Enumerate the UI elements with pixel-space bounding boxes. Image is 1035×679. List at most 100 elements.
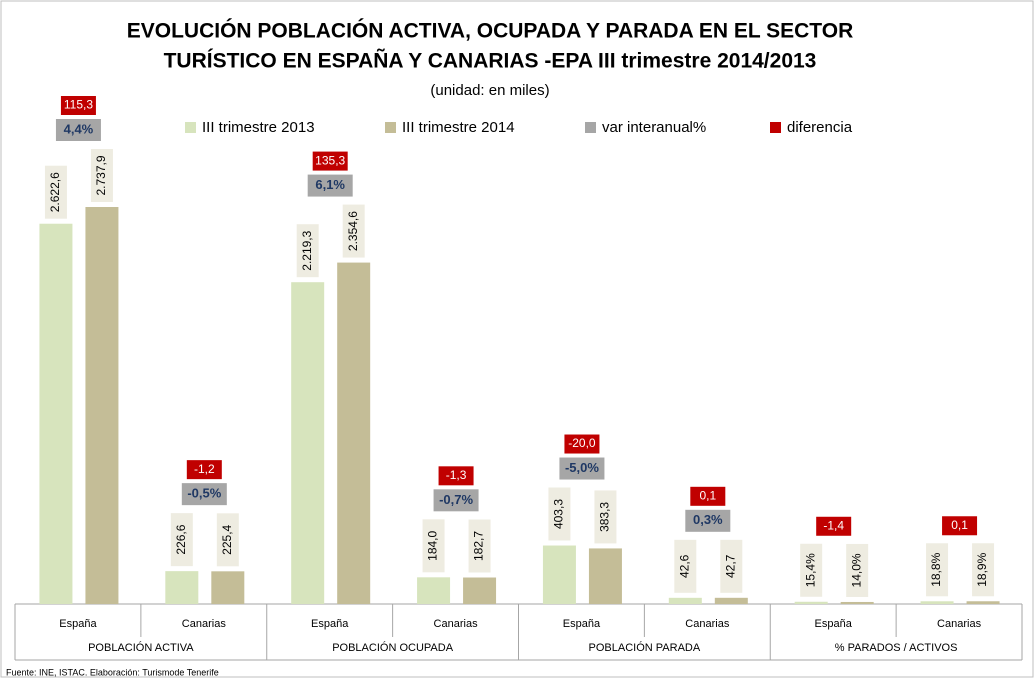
value-label-box	[170, 513, 193, 567]
legend-swatch	[585, 122, 596, 133]
bar	[211, 571, 245, 604]
value-label: 182,7	[472, 531, 486, 561]
value-label-box	[674, 539, 697, 593]
value-label-box	[548, 487, 571, 541]
bar	[291, 282, 325, 604]
bar	[417, 577, 451, 604]
var-label: -0,7%	[439, 492, 473, 507]
legend-swatch	[770, 122, 781, 133]
diff-label-box	[690, 486, 726, 506]
value-label-box	[846, 543, 869, 597]
value-label: 383,3	[598, 502, 612, 532]
value-label: 2.737,9	[94, 155, 108, 195]
diff-label-box	[942, 516, 978, 536]
var-label: 0,3%	[693, 512, 723, 527]
bar	[840, 601, 874, 604]
var-label-box	[307, 174, 353, 197]
diff-label-box	[564, 434, 600, 454]
legend-swatch	[185, 122, 196, 133]
value-label-box	[468, 519, 491, 573]
bar	[39, 223, 73, 604]
x-tick-label: España	[311, 618, 349, 630]
group-label: % PARADOS / ACTIVOS	[835, 642, 958, 654]
value-label-box	[720, 539, 743, 593]
bar	[337, 262, 371, 604]
value-label: 226,6	[174, 524, 188, 554]
value-label-box	[90, 149, 113, 202]
value-label: 2.622,6	[48, 172, 62, 212]
legend-label: var interanual%	[602, 119, 706, 136]
value-label-box	[594, 490, 617, 544]
x-tick-label: Canarias	[937, 618, 982, 630]
x-tick-label: España	[815, 618, 853, 630]
diff-label-box	[186, 460, 222, 480]
x-tick-label: España	[563, 618, 601, 630]
var-label: -5,0%	[565, 460, 599, 475]
bar	[920, 601, 954, 604]
diff-label: 0,1	[951, 518, 968, 532]
legend-swatch	[385, 122, 396, 133]
bar	[966, 601, 1000, 604]
bar	[542, 545, 576, 604]
value-label: 2.219,3	[300, 230, 314, 270]
x-tick-label: Canarias	[434, 618, 479, 630]
chart-subtitle: (unidad: en miles)	[430, 82, 549, 99]
diff-label: 115,3	[64, 98, 93, 112]
x-tick-label: España	[59, 618, 97, 630]
x-tick-label: Canarias	[685, 618, 730, 630]
legend-label: III trimestre 2013	[202, 119, 315, 136]
bar	[85, 207, 119, 604]
source: Fuente: INE, ISTAC. Elaboración: Turismo…	[6, 667, 219, 677]
value-label: 225,4	[220, 524, 234, 554]
diff-label: -1,4	[823, 518, 844, 532]
bar	[794, 601, 828, 604]
group-label: POBLACIÓN ACTIVA	[88, 641, 194, 654]
value-label-box	[342, 204, 365, 258]
value-label-box	[422, 519, 445, 573]
value-label-box	[972, 543, 995, 597]
value-label: 42,7	[723, 554, 737, 578]
value-label-box	[800, 543, 823, 597]
bar	[165, 571, 199, 604]
var-label-box	[685, 509, 731, 532]
group-label: POBLACIÓN OCUPADA	[332, 641, 453, 654]
value-label: 15,4%	[803, 553, 817, 587]
value-label: 18,9%	[975, 552, 989, 586]
value-label: 14,0%	[849, 553, 863, 587]
var-label: 4,4%	[64, 121, 94, 136]
diff-label: 0,1	[699, 488, 716, 502]
x-tick-label: Canarias	[182, 618, 227, 630]
chart-title: TURÍSTICO EN ESPAÑA Y CANARIAS -EPA III …	[164, 50, 817, 73]
value-label-box	[44, 165, 67, 219]
var-label: 6,1%	[315, 177, 345, 192]
diff-label-box	[60, 96, 96, 115]
diff-label-box	[438, 466, 474, 486]
value-label: 403,3	[552, 499, 566, 529]
bar	[463, 577, 497, 604]
value-label-box	[926, 543, 949, 597]
legend-label: diferencia	[787, 119, 853, 136]
var-label-box	[433, 489, 479, 512]
var-label-box	[55, 119, 101, 141]
diff-label: -1,2	[194, 462, 215, 476]
value-label-box	[296, 224, 319, 278]
bar	[588, 548, 622, 604]
value-label-box	[216, 513, 239, 567]
value-label: 2.354,6	[346, 211, 360, 251]
bar	[668, 597, 702, 604]
diff-label-box	[816, 516, 852, 536]
value-label: 184,0	[426, 530, 440, 560]
diff-label: -20,0	[568, 436, 596, 450]
bar	[714, 597, 748, 604]
var-label-box	[181, 483, 227, 506]
legend-label: III trimestre 2014	[402, 119, 515, 136]
diff-label: 135,3	[315, 153, 345, 167]
value-label: 42,6	[677, 554, 691, 578]
group-label: POBLACIÓN PARADA	[589, 641, 701, 654]
chart-title: EVOLUCIÓN POBLACIÓN ACTIVA, OCUPADA Y PA…	[127, 19, 854, 43]
var-label-box	[559, 457, 605, 480]
value-label: 18,8%	[929, 552, 943, 586]
diff-label: -1,3	[446, 468, 467, 482]
